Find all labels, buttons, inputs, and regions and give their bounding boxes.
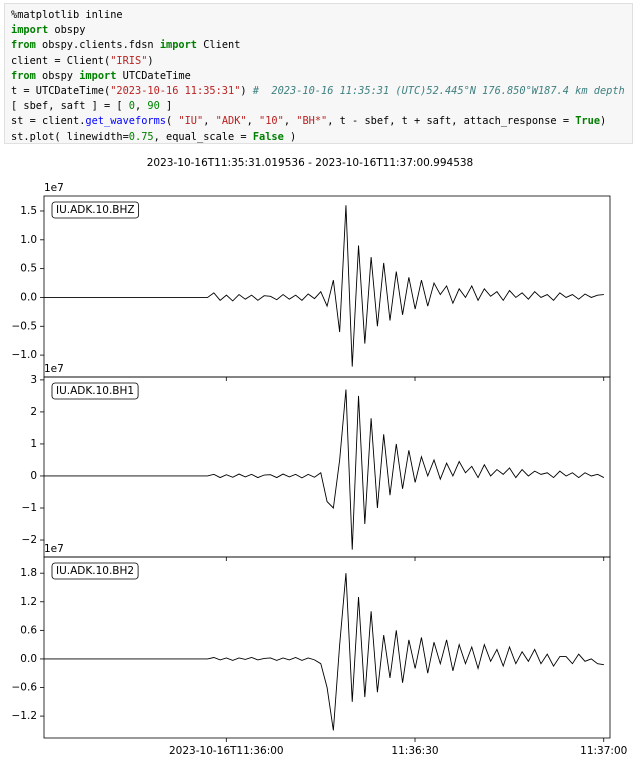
trace-label-box: [51, 562, 139, 580]
code-token: "BH*": [296, 115, 328, 128]
y-tick-label: −0.6: [12, 682, 38, 694]
code-line: %matplotlib inline: [11, 8, 626, 23]
code-token: import: [159, 39, 198, 52]
code-token: from: [11, 39, 36, 52]
code-token: ): [147, 54, 154, 67]
y-tick-label: 0.0: [20, 653, 37, 665]
y-tick-label: −1.0: [12, 349, 38, 361]
axes-frame: [43, 195, 611, 378]
code-token: True: [575, 115, 601, 128]
figure-title: 2023-10-16T11:35:31.019536 - 2023-10-16T…: [147, 157, 474, 169]
code-line: client = Client("IRIS"): [11, 54, 626, 69]
code-token: %matplotlib inline: [11, 9, 123, 21]
code-token: ,: [135, 100, 148, 113]
code-token: import: [79, 69, 117, 82]
code-line: st = client.get_waveforms( "IU", "ADK" , …: [11, 114, 626, 129]
code-token: from: [11, 69, 36, 82]
code-token: st = client.: [11, 115, 86, 128]
y-tick-label: 0.5: [20, 263, 37, 275]
code-token: "IU": [178, 115, 204, 128]
code-line: t = UTCDateTime("2023-10-16 11:35:31") #…: [11, 84, 626, 99]
code-token: # 2023-10-16 11:35:31 (UTC)52.445°N 176.…: [252, 85, 625, 98]
trace-label: IU.ADK.10.BH2: [56, 565, 134, 577]
code-token: client = Client(: [11, 54, 111, 67]
axes-frame: [43, 556, 611, 739]
y-tick-label: 0: [30, 470, 37, 482]
code-token: UTCDateTime: [116, 69, 191, 82]
y-tick-label: 0.0: [20, 291, 37, 303]
code-token: ,: [203, 115, 216, 128]
offset-text: 1e7: [44, 363, 64, 375]
trace-label: IU.ADK.10.BHZ: [56, 204, 135, 216]
code-token: , equal_scale =: [153, 130, 253, 143]
code-token: False: [252, 130, 284, 143]
code-token: obspy: [35, 69, 80, 82]
code-token: "IRIS": [110, 54, 148, 67]
code-line: import obspy: [11, 23, 626, 38]
code-token: st.plot( linewidth=: [11, 130, 129, 143]
code-token: "ADK": [215, 115, 247, 128]
code-token: ): [600, 115, 607, 128]
code-token: "10": [259, 115, 284, 128]
y-tick-label: −0.5: [12, 320, 38, 332]
code-token: ,: [283, 115, 297, 128]
waveform: [44, 205, 604, 367]
waveform: [44, 389, 605, 550]
code-line: st.plot( linewidth=0.75, equal_scale = F…: [11, 130, 626, 143]
code-line: from obspy import UTCDateTime: [11, 69, 626, 84]
code-cell[interactable]: %matplotlib inline import obspy from obspy…: [4, 3, 633, 144]
code-token: import: [11, 24, 49, 37]
y-tick-label: 1: [30, 438, 37, 450]
y-tick-label: −1.2: [12, 710, 38, 722]
code-token: 0: [128, 100, 135, 113]
code-token: ): [283, 130, 297, 143]
code-token: ,: [246, 115, 260, 128]
code-token: [ sbef, saft ] = [: [11, 100, 129, 113]
code-token: 0.75: [128, 130, 154, 143]
code-line: [ sbef, saft ] = [ 0, 90 ]: [11, 99, 626, 114]
waveform: [44, 573, 604, 731]
trace-label-box: [51, 201, 140, 219]
code-token: get_waveforms: [85, 115, 166, 128]
code-token: ]: [159, 100, 173, 113]
y-tick-label: 1.5: [20, 205, 37, 217]
y-tick-label: 2: [30, 406, 37, 418]
y-tick-label: 1.8: [20, 567, 37, 579]
code-token: , t - sbef, t + saft, attach_response =: [327, 115, 576, 128]
y-tick-label: 1.2: [20, 596, 37, 608]
code-token: t = UTCDateTime(: [11, 85, 111, 98]
code-token: ): [240, 85, 253, 98]
axes-frame: [43, 376, 611, 558]
x-tick-label: 11:37:00: [580, 745, 627, 757]
code-token: (: [166, 115, 179, 128]
code-token: obspy.clients.fdsn: [35, 39, 160, 52]
y-tick-label: 1.0: [20, 234, 37, 246]
offset-text: 1e7: [44, 543, 64, 555]
y-tick-label: −2: [22, 534, 37, 546]
trace-label: IU.ADK.10.BH1: [56, 385, 134, 397]
code-token: "2023-10-16 11:35:31": [110, 85, 241, 98]
code-token: Client: [197, 39, 241, 52]
code-token: 90: [147, 100, 160, 113]
y-tick-label: 0.6: [20, 624, 37, 636]
code-token: obspy: [48, 24, 86, 37]
code-line: from obspy.clients.fdsn import Client: [11, 38, 626, 53]
y-tick-label: 3: [30, 374, 37, 386]
x-tick-label: 11:36:30: [391, 745, 438, 757]
x-tick-label: 2023-10-16T11:36:00: [169, 745, 284, 757]
y-tick-label: −1: [22, 502, 37, 514]
trace-label-box: [51, 382, 139, 400]
offset-text: 1e7: [44, 182, 64, 194]
